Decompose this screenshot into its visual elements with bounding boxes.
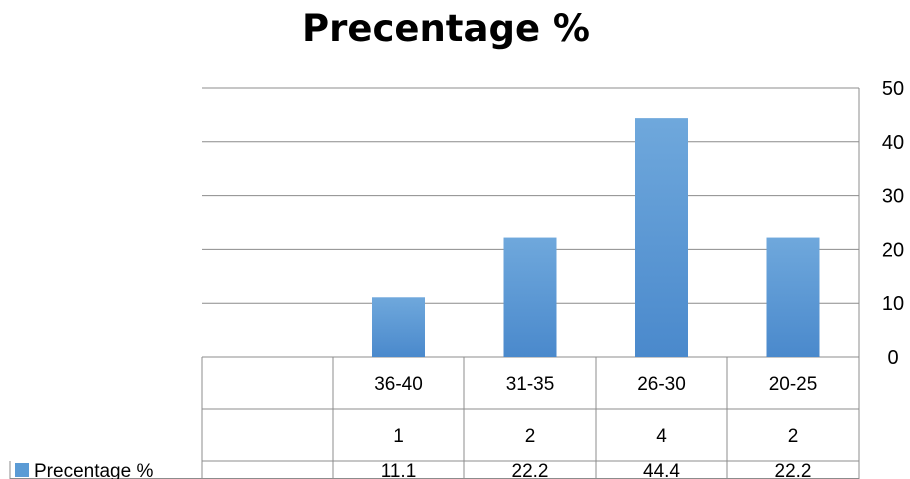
- legend-label: Precentage %: [34, 461, 153, 479]
- category-label: 31-35: [506, 374, 555, 395]
- y-tick-label: 0: [887, 347, 898, 369]
- category-label: 26-30: [637, 374, 686, 395]
- chart-title: Precentage %: [302, 7, 590, 50]
- bars: [372, 118, 820, 358]
- bar: [372, 297, 425, 357]
- data-label: 11.1: [381, 461, 417, 479]
- y-tick-label: 40: [882, 132, 904, 154]
- legend-key: [15, 463, 29, 477]
- table-cell: 4: [656, 426, 667, 447]
- y-axis-ticks: 0 10 20 30 40 50: [882, 78, 904, 369]
- y-tick-label: 50: [882, 78, 904, 100]
- y-tick-label: 20: [882, 239, 904, 261]
- y-tick-label: 30: [882, 186, 904, 208]
- table-cell: 2: [788, 426, 799, 447]
- category-label: 36-40: [374, 374, 423, 395]
- data-label: 22.2: [775, 461, 812, 479]
- data-table: 36-40 31-35 26-30 20-25 1 2 4 2 Precentage % 11.1…: [9, 357, 860, 479]
- table-cell: 2: [525, 426, 536, 447]
- bar: [503, 237, 557, 357]
- category-label: 20-25: [769, 374, 818, 395]
- table-cell: 1: [393, 426, 404, 447]
- bar: [766, 237, 820, 357]
- data-label: 22.2: [512, 461, 549, 479]
- data-label: 44.4: [643, 461, 680, 479]
- bar: [635, 118, 688, 358]
- y-tick-label: 10: [882, 293, 904, 315]
